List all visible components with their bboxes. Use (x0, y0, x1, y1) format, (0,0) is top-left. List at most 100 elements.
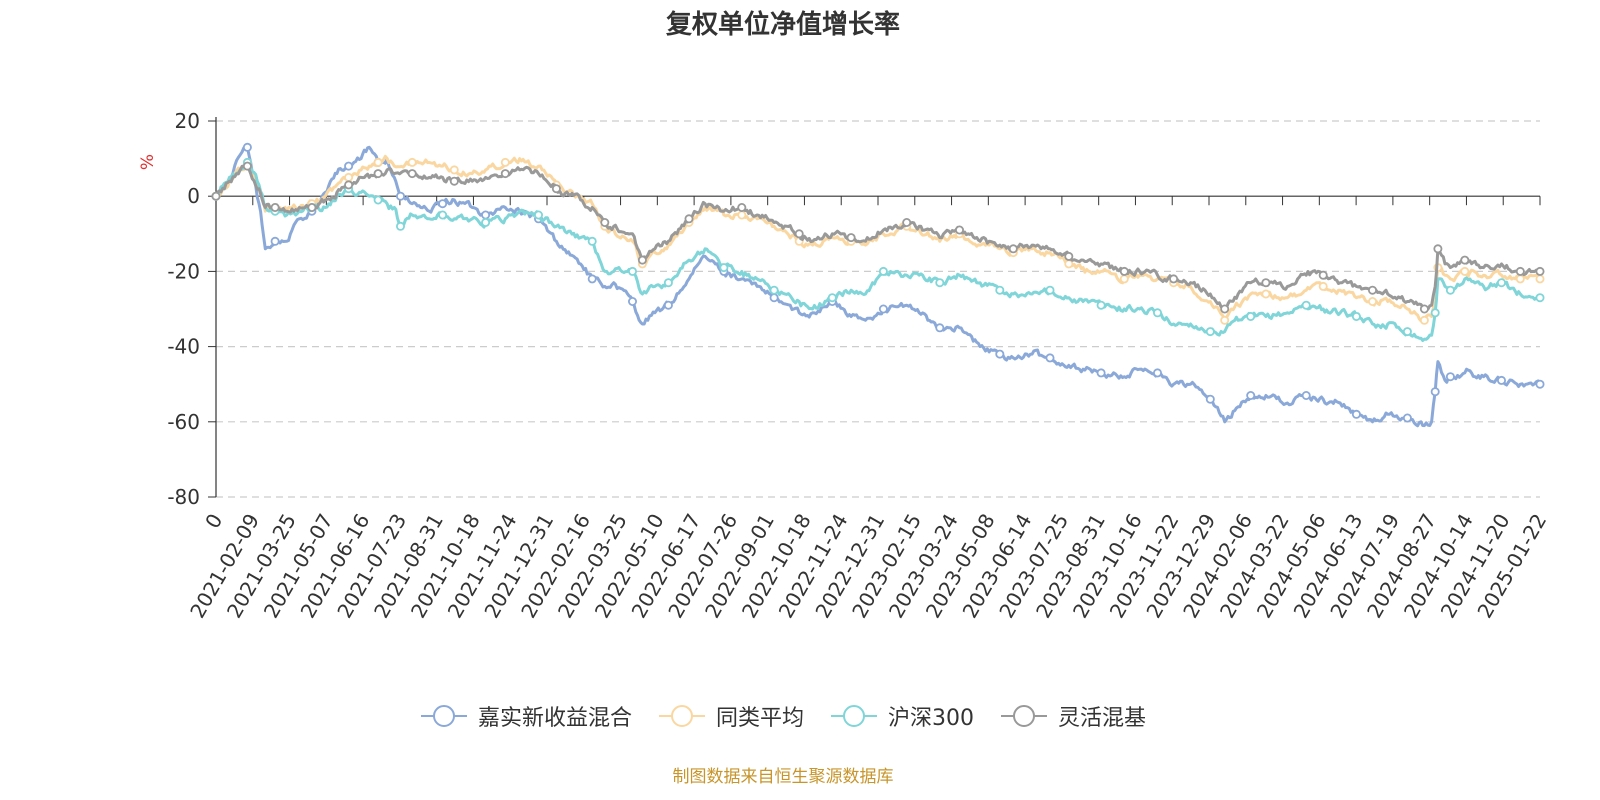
legend-item[interactable]: 嘉实新收益混合 (420, 700, 632, 732)
series-point (1497, 375, 1507, 385)
series-point (1497, 278, 1507, 288)
legend-label: 沪深300 (888, 706, 974, 731)
series-point (1515, 274, 1525, 284)
series-point (769, 293, 779, 303)
series-point (407, 169, 417, 179)
series-layer (211, 142, 1545, 428)
series-point (628, 296, 638, 306)
series-point (1460, 255, 1470, 265)
axis-layer: % 20 0 -20 -40 -60 -80 (138, 109, 1541, 509)
series-point (242, 142, 252, 152)
series-point (1169, 274, 1179, 284)
grid-layer (216, 120, 1540, 498)
series-point (1205, 327, 1215, 337)
series-point (1301, 300, 1311, 310)
series-point (449, 176, 459, 186)
series-point (1351, 311, 1361, 321)
series-point (628, 266, 638, 276)
series-point (395, 221, 405, 231)
series-point (737, 210, 747, 220)
series-point (995, 349, 1005, 359)
series-group (211, 154, 1545, 325)
y-tick-label: 0 (187, 184, 200, 208)
series-point (373, 157, 383, 167)
series-point (500, 157, 510, 167)
y-tick-label: 20 (175, 109, 200, 133)
series-point (1402, 327, 1412, 337)
legend-item[interactable]: 沪深300 (830, 700, 974, 732)
series-point (1119, 274, 1129, 284)
series-point (1301, 390, 1311, 400)
series-point (1064, 251, 1074, 261)
series-point (307, 202, 317, 212)
legend-label: 灵活混基 (1058, 706, 1147, 731)
series-point (1535, 266, 1545, 276)
series-point (1430, 308, 1440, 318)
series-point (1246, 390, 1256, 400)
series-point (663, 278, 673, 288)
series-line (215, 154, 1542, 323)
series-point (846, 233, 856, 243)
series-point (1535, 379, 1545, 389)
series-point (438, 199, 448, 209)
series-point (438, 210, 448, 220)
legend-marker-icon (1001, 705, 1047, 727)
series-point (1351, 409, 1361, 419)
legend: 嘉实新收益混合 同类平均 沪深300 灵活混基 (0, 700, 1566, 732)
series-point (1430, 387, 1440, 397)
series-point (827, 293, 837, 303)
series-point (481, 210, 491, 220)
series-point (1261, 278, 1271, 288)
series-point (1246, 311, 1256, 321)
y-tick-label: -80 (167, 485, 200, 509)
series-point (719, 263, 729, 273)
series-point (663, 300, 673, 310)
series-point (1261, 289, 1271, 299)
source-note: 制图数据来自恒生聚源数据库 (672, 767, 894, 787)
series-point (373, 195, 383, 205)
series-point (878, 304, 888, 314)
series-point (684, 214, 694, 224)
series-point (1008, 244, 1018, 254)
series-point (935, 323, 945, 333)
series-point (794, 229, 804, 239)
series-point (1064, 259, 1074, 269)
y-tick-label: -20 (167, 259, 200, 283)
series-point (344, 161, 354, 171)
line-chart: % 20 0 -20 -40 -60 -80 02021-02-092021-03-252… (138, 109, 1551, 622)
series-point (587, 236, 597, 246)
series-point (481, 217, 491, 227)
series-point (878, 266, 888, 276)
series-point (534, 210, 544, 220)
series-point (1220, 304, 1230, 314)
series-point (1515, 266, 1525, 276)
series-point (1402, 413, 1412, 423)
series-point (1445, 285, 1455, 295)
series-point (344, 172, 354, 182)
series-point (242, 161, 252, 171)
series-point (935, 278, 945, 288)
series-point (270, 236, 280, 246)
series-group (211, 161, 1545, 314)
series-point (1419, 315, 1429, 325)
series-point (1433, 244, 1443, 254)
series-line (214, 160, 1541, 342)
series-point (1096, 300, 1106, 310)
series-point (344, 180, 354, 190)
legend-label: 嘉实新收益混合 (477, 706, 632, 731)
y-tick-label: -60 (167, 410, 200, 434)
series-point (902, 217, 912, 227)
series-point (587, 274, 597, 284)
x-tick-label: 0 (200, 510, 227, 533)
series-point (551, 184, 561, 194)
legend-item[interactable]: 同类平均 (658, 700, 804, 732)
series-point (1045, 285, 1055, 295)
series-line (214, 164, 1541, 311)
series-point (637, 255, 647, 265)
legend-item[interactable]: 灵活混基 (1000, 700, 1146, 732)
series-point (270, 202, 280, 212)
series-point (1119, 266, 1129, 276)
chart-title: 复权单位净值增长率 (665, 10, 900, 40)
series-point (407, 157, 417, 167)
series-point (1368, 296, 1378, 306)
